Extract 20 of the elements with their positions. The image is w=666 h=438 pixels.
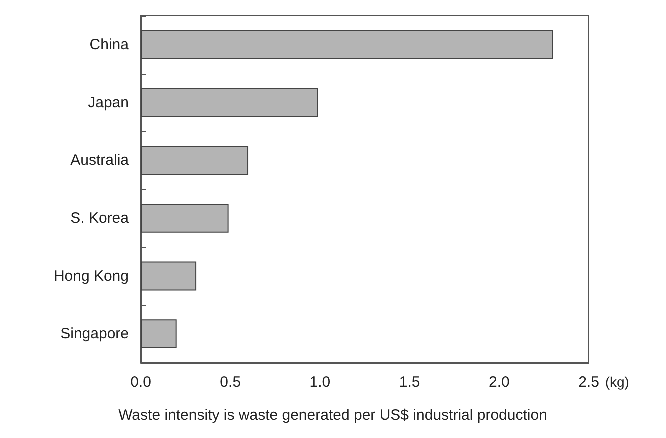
y-tick-label: S. Korea — [70, 210, 130, 227]
y-tick-label: Singapore — [60, 326, 129, 343]
bar — [141, 320, 177, 349]
x-axis-title: (kg) — [605, 374, 630, 390]
x-tick-label: 0.0 — [130, 374, 152, 391]
x-tick-label: 0.5 — [220, 374, 242, 391]
bar — [141, 204, 229, 233]
x-tick-label: 2.5 — [578, 374, 600, 391]
bar — [141, 30, 554, 60]
y-tick-label: Japan — [88, 94, 129, 112]
bar — [141, 262, 197, 291]
bar — [141, 146, 249, 176]
x-tick-label: 1.5 — [399, 374, 420, 391]
bar — [141, 88, 318, 118]
y-tick-label: China — [90, 36, 130, 54]
text: Waste intensity is waste generated per US$ industrial production — [118, 407, 548, 424]
y-tick-label: Australia — [70, 152, 130, 170]
x-tick-label: 2.0 — [488, 374, 510, 391]
x-tick-label: 1.0 — [310, 374, 331, 391]
y-tick-label: Hong Kong — [54, 268, 129, 285]
